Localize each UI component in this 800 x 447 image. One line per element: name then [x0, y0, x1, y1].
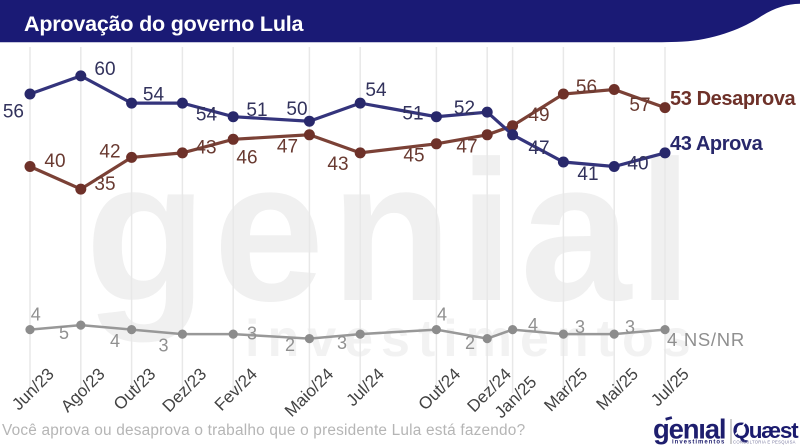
svg-text:52: 52 — [454, 98, 475, 119]
svg-text:50: 50 — [286, 99, 307, 120]
svg-text:43: 43 — [327, 154, 348, 175]
svg-text:56: 56 — [576, 77, 597, 98]
svg-text:40: 40 — [44, 151, 65, 172]
svg-text:41: 41 — [577, 164, 598, 185]
svg-text:54: 54 — [143, 85, 165, 106]
svg-text:3: 3 — [247, 324, 257, 344]
svg-text:54: 54 — [196, 104, 218, 125]
svg-text:43 Aprova: 43 Aprova — [670, 133, 764, 155]
svg-text:4: 4 — [110, 331, 120, 351]
svg-text:54: 54 — [365, 80, 387, 101]
svg-text:51: 51 — [402, 104, 423, 125]
svg-text:2: 2 — [465, 333, 475, 353]
svg-text:Você aprova ou desaprova o tra: Você aprova ou desaprova o trabalho que … — [2, 422, 525, 439]
svg-text:35: 35 — [94, 174, 115, 195]
svg-text:47: 47 — [277, 136, 298, 157]
svg-text:CONSULTORIA E PESQUISA: CONSULTORIA E PESQUISA — [733, 440, 796, 445]
svg-text:3: 3 — [575, 317, 585, 337]
svg-text:4: 4 — [31, 305, 41, 325]
svg-text:56: 56 — [3, 102, 24, 123]
svg-text:genial: genial — [85, 120, 699, 343]
svg-text:3: 3 — [337, 333, 347, 353]
svg-text:4 NS/NR: 4 NS/NR — [667, 329, 745, 350]
svg-text:investimentos: investimentos — [245, 310, 699, 368]
svg-text:53 Desaprova: 53 Desaprova — [670, 88, 797, 110]
svg-text:3: 3 — [625, 317, 635, 337]
svg-text:57: 57 — [629, 95, 650, 116]
svg-text:43: 43 — [195, 138, 216, 159]
svg-text:40: 40 — [627, 154, 648, 175]
svg-text:49: 49 — [528, 105, 549, 126]
svg-text:45: 45 — [403, 146, 424, 167]
svg-text:Aprovação do governo Lula: Aprovação do governo Lula — [24, 12, 305, 36]
svg-text:4: 4 — [437, 305, 447, 325]
svg-text:51: 51 — [246, 100, 267, 121]
svg-text:genıal: genıal — [653, 414, 725, 445]
svg-text:47: 47 — [528, 138, 549, 159]
svg-text:42: 42 — [99, 142, 120, 163]
svg-text:60: 60 — [94, 59, 115, 80]
svg-text:3: 3 — [158, 336, 168, 356]
svg-text:5: 5 — [59, 323, 69, 343]
svg-text:investimentos: investimentos — [672, 440, 725, 446]
svg-text:47: 47 — [456, 137, 477, 158]
svg-text:4: 4 — [528, 315, 538, 335]
svg-text:Quæst: Quæst — [733, 418, 800, 443]
svg-text:2: 2 — [285, 335, 295, 355]
svg-text:46: 46 — [236, 147, 257, 168]
